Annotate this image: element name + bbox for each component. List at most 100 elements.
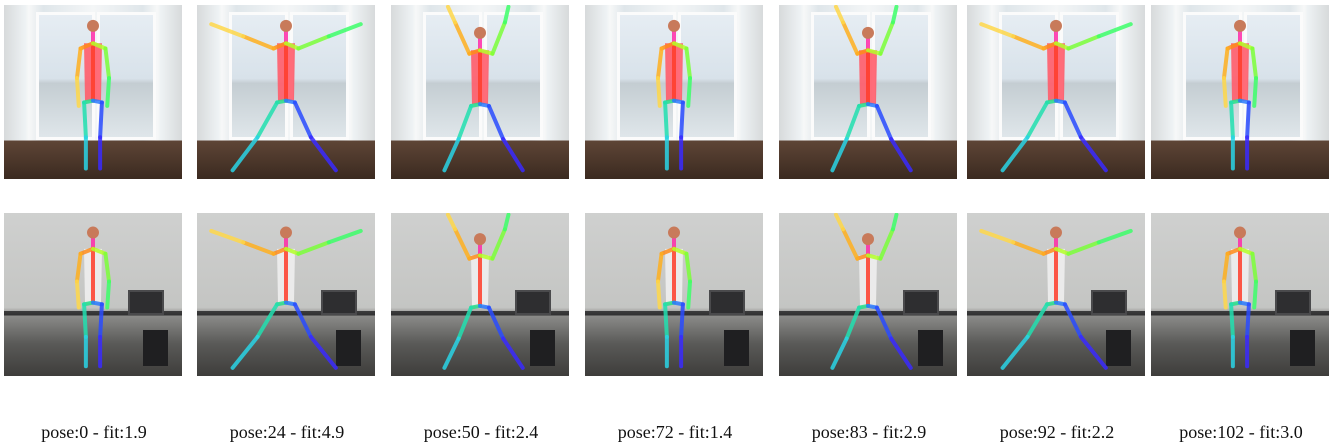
skeleton-bone [271,41,288,51]
skeleton-bone [841,227,860,261]
head [1234,19,1246,32]
head [474,233,486,246]
skeleton-bone [478,48,495,56]
skeleton-bone [679,302,685,339]
skeleton-bone [292,100,313,140]
skeleton-bone [98,302,104,339]
skeleton-bone [308,135,338,173]
skeleton-bone [878,20,895,56]
reference-pose-photo [197,5,375,179]
user-skeleton [655,226,693,369]
skeleton-bone [1252,76,1259,108]
skeleton-bone [230,334,260,370]
skeleton-bone [1238,246,1255,256]
skeleton-bone [74,279,81,310]
skeleton-bone [1225,41,1242,51]
pose-column: pose:72 - fit:1.4 [581,0,769,447]
skeleton-bone [1078,334,1108,370]
skeleton-bone [1229,100,1235,140]
reference-pose-photo [1151,5,1329,179]
skeleton-bone [490,227,507,261]
skeleton-bone [326,228,363,245]
pose-fit-caption: pose:24 - fit:4.9 [229,422,345,442]
skeleton-bone [979,22,1016,39]
skeleton-bone [878,227,895,261]
skeleton-bone [284,246,301,256]
skeleton-bone [456,103,474,141]
skeleton-bone [655,279,662,310]
pose-fit-caption: pose:50 - fit:2.4 [423,422,539,442]
skeleton-bone [1062,100,1083,140]
head [862,26,874,39]
skeleton-bone [1041,41,1058,51]
reference-pose-photo [4,5,182,179]
skeleton-bone [679,100,685,140]
skeleton-bone [833,5,846,25]
skeleton-bone [1250,46,1259,81]
skeleton-bone [486,305,506,341]
skeleton-bone [659,246,676,256]
skeleton-bone [271,246,288,256]
skeleton-bone [684,46,693,81]
skeleton-bone [874,103,894,141]
skeleton-bone [456,305,474,341]
head [280,226,292,239]
user-skeleton [442,213,525,370]
head [1050,226,1062,239]
skeleton-bone [1245,302,1251,339]
skeleton-bone [105,279,112,310]
skeleton-bone [292,302,313,339]
user-pose-photo [967,213,1145,376]
reference-pose-photo [779,5,957,179]
pose-fit-caption: pose:0 - fit:1.9 [41,422,147,442]
skeleton-bone [74,251,83,284]
skeleton-bone [1066,34,1101,51]
pose-column: pose:92 - fit:2.2 [963,0,1151,447]
skeleton-bone [979,228,1016,245]
user-pose-photo [391,213,569,376]
skeleton-bone [889,336,913,370]
user-pose-photo [1151,213,1329,376]
skeleton-bone [1000,135,1030,173]
head [280,19,292,32]
skeleton-bone [672,246,689,256]
skeleton-bone [296,34,331,51]
skeleton-bone [841,20,860,56]
head [668,19,680,32]
skeleton-bone [445,5,458,25]
reference-pose-photo [391,5,569,179]
skeleton-bone [453,20,472,56]
skeleton-bone [74,46,83,81]
user-pose-photo [585,213,763,376]
skeleton-bone [1066,240,1101,256]
skeleton-bone [1245,100,1251,140]
skeleton-bone [284,41,301,51]
reference-pose-photo [967,5,1145,179]
skeleton-bone [1096,228,1133,245]
pose-fit-caption: pose:83 - fit:2.9 [811,422,927,442]
skeleton-bone [1000,334,1030,370]
skeleton-bone [308,334,338,370]
skeleton-bone [82,100,88,140]
reference-skeleton [655,19,693,171]
user-skeleton [830,213,913,370]
reference-pose-photo [585,5,763,179]
skeleton-bone [890,213,899,232]
skeleton-bone [255,100,280,140]
skeleton-bone [91,246,108,256]
skeleton-bone [501,336,525,370]
skeleton-bone [209,22,246,39]
skeleton-bone [833,213,846,232]
skeleton-bone [442,136,461,173]
skeleton-bone [655,251,664,284]
skeleton-bone [98,100,104,140]
skeleton-bone [672,41,689,51]
skeleton-bone [659,41,676,51]
skeleton-bone [889,136,913,173]
skeleton-bone [655,76,662,108]
head [1234,226,1246,239]
skeleton-bone [105,76,112,108]
skeleton-bone [478,253,495,261]
skeleton-bone [326,22,363,39]
